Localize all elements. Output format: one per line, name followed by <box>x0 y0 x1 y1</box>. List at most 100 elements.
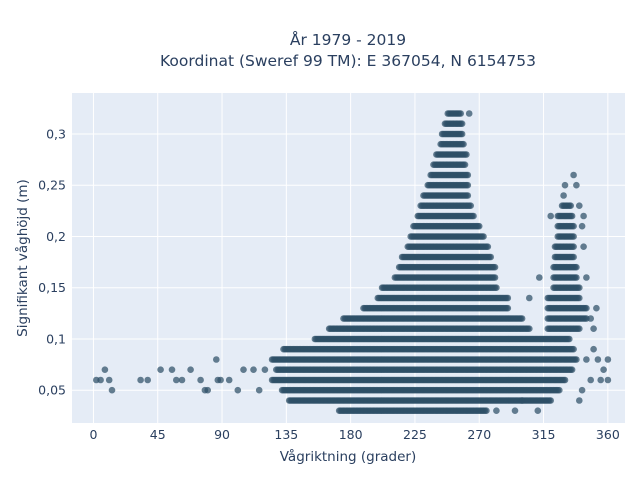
x-tick-label: 270 <box>467 427 491 442</box>
data-point <box>576 397 583 404</box>
data-point <box>566 335 573 343</box>
data-point <box>561 181 569 189</box>
x-tick-label: 90 <box>214 427 230 442</box>
y-tick-label: 0,25 <box>38 178 66 193</box>
data-point <box>580 243 587 250</box>
data-point <box>518 397 526 404</box>
data-point <box>458 130 466 138</box>
data-point <box>493 407 500 415</box>
data-point <box>578 222 586 230</box>
scatter-points <box>93 110 612 415</box>
data-point <box>570 233 577 240</box>
data-point <box>583 274 590 281</box>
y-tick-label: 0,15 <box>38 280 66 295</box>
y-axis-label: Signifikant våghöjd (m) <box>14 179 31 337</box>
data-point <box>470 212 477 220</box>
data-point <box>487 253 495 261</box>
data-point <box>464 192 472 199</box>
data-point <box>197 376 204 384</box>
data-point <box>480 233 487 240</box>
data-point <box>261 366 269 374</box>
data-point <box>604 356 612 363</box>
data-point <box>576 284 583 292</box>
data-point <box>504 304 512 312</box>
x-tick-label: 360 <box>596 427 620 442</box>
data-point <box>187 366 194 374</box>
x-tick-label: 45 <box>150 427 166 442</box>
data-point <box>604 376 612 384</box>
data-point <box>217 376 224 384</box>
data-point <box>590 325 597 333</box>
data-point <box>583 356 590 363</box>
data-point <box>576 325 583 333</box>
data-point <box>580 212 587 220</box>
data-point <box>570 171 577 179</box>
data-point <box>491 274 499 281</box>
data-point <box>493 284 500 292</box>
data-point <box>547 212 554 220</box>
data-point <box>534 407 542 415</box>
y-tick-labels: 0,05 0,1 0,15 0,2 0,25 0,3 <box>38 126 66 397</box>
y-tick-label: 0,1 <box>46 331 66 346</box>
x-tick-label: 135 <box>274 427 298 442</box>
data-point <box>97 376 104 384</box>
data-point <box>458 120 466 127</box>
x-tick-label: 315 <box>532 427 556 442</box>
data-point <box>461 161 469 168</box>
data-point <box>250 366 257 374</box>
data-point <box>573 181 580 189</box>
data-point <box>597 376 604 384</box>
data-point <box>578 386 586 394</box>
data-point <box>465 110 473 117</box>
data-point <box>590 345 597 353</box>
data-point <box>240 366 247 374</box>
data-point <box>168 366 176 374</box>
data-point <box>573 274 580 281</box>
data-point <box>556 386 563 394</box>
data-point <box>560 192 567 199</box>
data-point <box>594 356 602 363</box>
data-point <box>587 315 594 322</box>
y-tick-label: 0,3 <box>46 126 66 141</box>
data-point <box>587 376 594 384</box>
data-point <box>178 376 186 384</box>
data-point <box>600 366 607 374</box>
data-point <box>518 315 526 322</box>
data-point <box>576 294 583 302</box>
data-point <box>561 376 569 384</box>
data-point <box>464 171 472 179</box>
data-point <box>255 386 263 394</box>
data-point <box>234 386 242 394</box>
data-point <box>225 376 233 384</box>
x-tick-labels: 0 45 90 135 180 225 270 315 360 <box>89 427 619 442</box>
data-point <box>573 356 580 363</box>
y-tick-label: 0,05 <box>38 383 66 398</box>
data-point <box>547 397 554 404</box>
data-point <box>568 212 576 220</box>
data-point <box>144 376 151 384</box>
data-point <box>511 407 519 415</box>
data-point <box>204 386 211 394</box>
data-point <box>467 202 475 209</box>
plot-area <box>72 93 625 423</box>
x-tick-label: 225 <box>403 427 427 442</box>
data-point <box>460 140 467 148</box>
x-axis-label: Vågriktning (grader) <box>280 448 417 465</box>
data-point <box>526 294 533 302</box>
data-point <box>157 366 164 374</box>
data-point <box>457 110 465 117</box>
data-point <box>213 356 220 363</box>
data-point <box>576 202 583 209</box>
data-point <box>108 386 116 394</box>
data-point <box>475 222 483 230</box>
chart-title-line-2: Koordinat (Sweref 99 TM): E 367054, N 61… <box>160 52 536 70</box>
y-tick-label: 0,2 <box>46 229 66 244</box>
data-point <box>464 181 472 189</box>
data-point <box>491 263 499 271</box>
data-point <box>105 376 113 384</box>
data-point <box>573 263 580 271</box>
x-tick-label: 180 <box>339 427 363 442</box>
data-point <box>570 345 577 353</box>
data-point <box>463 151 470 158</box>
